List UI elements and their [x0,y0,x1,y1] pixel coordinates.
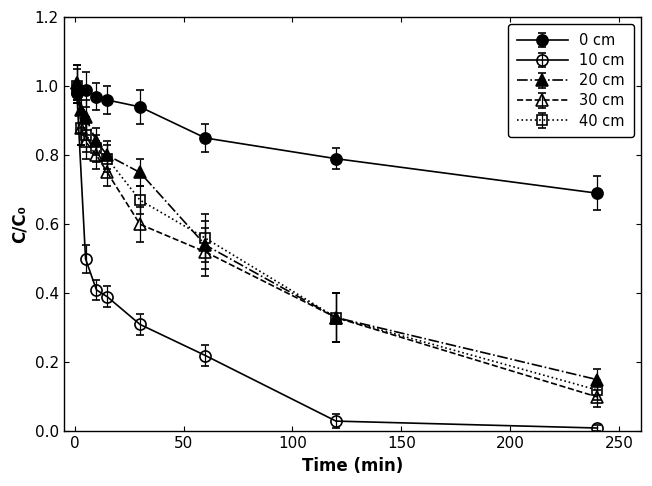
Legend: 0 cm, 10 cm, 20 cm, 30 cm, 40 cm: 0 cm, 10 cm, 20 cm, 30 cm, 40 cm [508,24,634,138]
Y-axis label: C/C₀: C/C₀ [11,206,29,243]
X-axis label: Time (min): Time (min) [302,457,403,475]
